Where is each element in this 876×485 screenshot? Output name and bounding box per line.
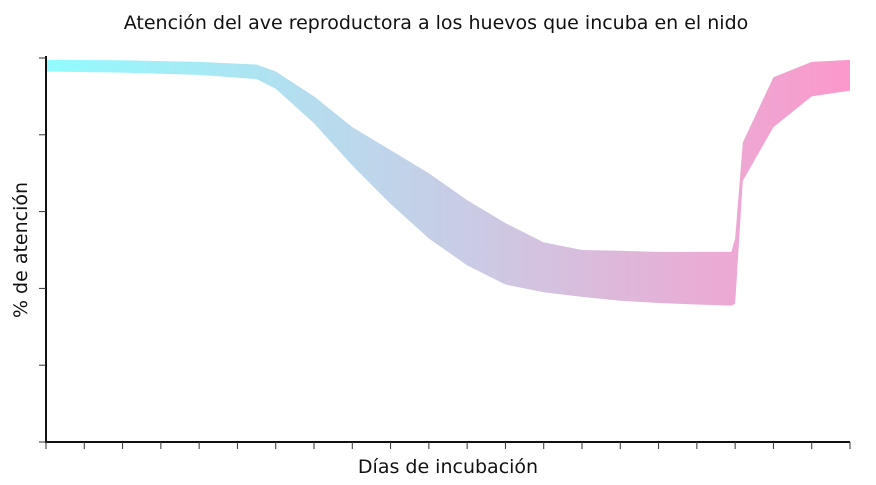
attention-band-series: [46, 59, 850, 306]
data-layer: [46, 59, 850, 306]
y-axis-label: % de atención: [10, 182, 32, 318]
y-axis-ticks: [39, 57, 46, 443]
axes: [39, 56, 851, 449]
chart-title: Atención del ave reproductora a los huev…: [124, 12, 749, 34]
x-axis-ticks: [45, 442, 851, 449]
x-axis-label: Días de incubación: [358, 456, 538, 478]
